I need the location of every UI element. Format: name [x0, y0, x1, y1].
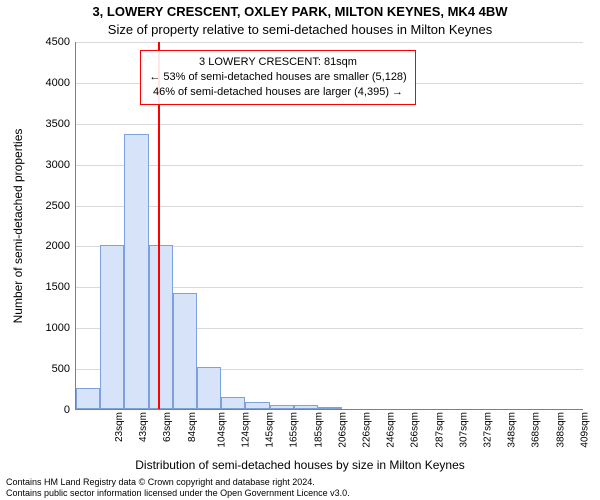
y-tick-label: 4000	[30, 77, 70, 89]
annotation-line: ← 53% of semi-detached houses are smalle…	[149, 70, 406, 85]
gridline	[76, 206, 583, 207]
histogram-bar	[270, 405, 294, 409]
annotation-line: 46% of semi-detached houses are larger (…	[149, 85, 406, 100]
footer: Contains HM Land Registry data © Crown c…	[6, 477, 350, 498]
y-axis-label: Number of semi-detached properties	[10, 42, 26, 410]
y-tick-label: 500	[30, 363, 70, 375]
x-tick-label: 23sqm	[114, 412, 125, 442]
annotation-line: 3 LOWERY CRESCENT: 81sqm	[149, 55, 406, 70]
histogram-bar	[124, 134, 148, 409]
x-tick-label: 287sqm	[434, 412, 445, 448]
x-tick-label: 165sqm	[289, 412, 300, 448]
x-tick-label: 348sqm	[507, 412, 518, 448]
x-tick-label: 145sqm	[265, 412, 276, 448]
histogram-bar	[149, 245, 173, 409]
gridline	[76, 42, 583, 43]
y-tick-label: 1500	[30, 281, 70, 293]
x-tick-label: 185sqm	[313, 412, 324, 448]
y-tick-label: 0	[30, 404, 70, 416]
x-tick-label: 368sqm	[531, 412, 542, 448]
histogram-bar	[197, 367, 221, 409]
y-tick-label: 1000	[30, 322, 70, 334]
histogram-bar	[173, 293, 197, 409]
x-tick-label: 266sqm	[410, 412, 421, 448]
footer-line-1: Contains HM Land Registry data © Crown c…	[6, 477, 350, 487]
x-tick-label: 43sqm	[138, 412, 149, 442]
x-tick-label: 124sqm	[241, 412, 252, 448]
chart-title-sub: Size of property relative to semi-detach…	[0, 22, 600, 37]
histogram-bar	[318, 407, 342, 409]
histogram-bar	[100, 245, 124, 409]
y-tick-label: 2000	[30, 240, 70, 252]
chart-title-main: 3, LOWERY CRESCENT, OXLEY PARK, MILTON K…	[0, 4, 600, 19]
histogram-bar	[245, 402, 269, 409]
x-tick-label: 246sqm	[386, 412, 397, 448]
x-tick-label: 104sqm	[216, 412, 227, 448]
x-tick-label: 226sqm	[362, 412, 373, 448]
histogram-bar	[221, 397, 245, 409]
x-tick-label: 327sqm	[483, 412, 494, 448]
gridline	[76, 124, 583, 125]
x-tick-label: 84sqm	[187, 412, 198, 442]
y-tick-label: 3500	[30, 118, 70, 130]
footer-line-2: Contains public sector information licen…	[6, 488, 350, 498]
histogram-bar	[76, 388, 100, 409]
chart-container: 3, LOWERY CRESCENT, OXLEY PARK, MILTON K…	[0, 0, 600, 500]
y-tick-label: 2500	[30, 200, 70, 212]
gridline	[76, 165, 583, 166]
histogram-bar	[294, 405, 318, 409]
x-tick-label: 388sqm	[555, 412, 566, 448]
x-tick-label: 307sqm	[458, 412, 469, 448]
y-tick-label: 3000	[30, 159, 70, 171]
x-axis-caption: Distribution of semi-detached houses by …	[0, 458, 600, 472]
annotation-box: 3 LOWERY CRESCENT: 81sqm← 53% of semi-de…	[140, 50, 415, 105]
x-tick-label: 409sqm	[579, 412, 590, 448]
x-tick-label: 206sqm	[337, 412, 348, 448]
y-tick-label: 4500	[30, 36, 70, 48]
x-tick-label: 63sqm	[162, 412, 173, 442]
